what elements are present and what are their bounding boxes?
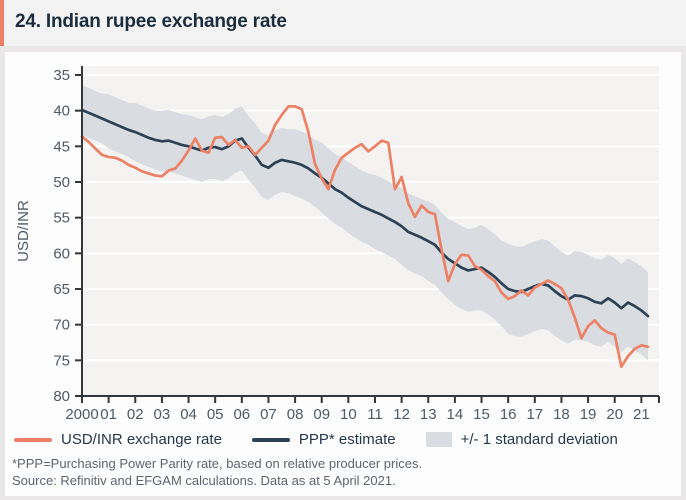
footnote-ppp-definition: *PPP=Purchasing Power Parity rate, based… [12,456,423,471]
y-tick-label: 45 [53,138,70,155]
y-tick-label: 55 [53,210,70,227]
x-tick-label: 01 [100,406,117,423]
legend-label-std-dev: +/- 1 standard deviation [460,431,618,448]
y-tick-label: 60 [53,245,70,262]
x-tick-label: 07 [260,406,277,423]
x-tick-label: 14 [447,406,464,423]
x-tick-label: 21 [633,406,650,423]
x-tick-label: 09 [313,406,330,423]
x-tick-label: 17 [526,406,543,423]
y-tick-label: 65 [53,281,70,298]
x-tick-label: 12 [393,406,410,423]
x-tick-label: 13 [420,406,437,423]
legend-item-std-dev: +/- 1 standard deviation [425,431,618,448]
x-tick-label: 18 [553,406,570,423]
x-tick-label: 11 [367,406,383,423]
std-deviation-band [82,84,648,361]
x-tick-label: 20 [606,406,623,423]
series-line-usd-inr-exchange-rate [80,105,650,369]
legend-label-ppp: PPP* estimate [298,431,396,448]
chart-title: 24. Indian rupee exchange rate [15,11,287,32]
legend-label-usd-inr: USD/INR exchange rate [61,431,222,448]
x-tick-label: 16 [500,406,517,423]
y-tick-label: 50 [53,174,70,191]
y-tick-label: 35 [53,67,70,84]
y-tick-label: 80 [53,388,70,405]
y-tick-label: 75 [53,352,70,369]
x-tick-label: 10 [340,406,357,423]
chart-title-bar: 24. Indian rupee exchange rate [0,0,686,46]
legend-item-usd-inr: USD/INR exchange rate [14,431,222,448]
x-tick-label: 04 [180,406,197,423]
y-tick-label: 40 [53,103,70,120]
title-accent-bar [0,0,4,46]
x-tick-label: 02 [127,406,144,423]
x-tick-label: 06 [233,406,250,423]
x-tick-label: 2000 [65,406,98,423]
y-axis-title: USD/INR [15,200,32,262]
series-line-ppp-estimate [80,108,650,318]
x-tick-label: 19 [580,406,597,423]
x-tick-label: 05 [207,406,224,423]
x-tick-label: 03 [154,406,171,423]
x-tick-label: 15 [473,406,490,423]
x-tick-label: 08 [287,406,304,423]
chart-legend: USD/INR exchange rate PPP* estimate +/- … [14,431,618,448]
legend-item-ppp: PPP* estimate [251,431,396,448]
std-dev-band-swatch [425,432,452,447]
y-tick-label: 70 [53,317,70,334]
footnote-source: Source: Refinitiv and EFGAM calculations… [12,472,396,488]
ppp-line-swatch [251,437,290,442]
chart-footnotes: *PPP=Purchasing Power Parity rate, based… [12,456,422,490]
usd-inr-line-swatch [14,437,52,442]
